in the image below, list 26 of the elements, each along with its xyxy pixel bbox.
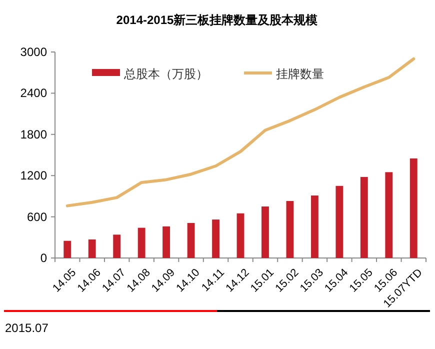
legend-label: 挂牌数量 bbox=[276, 67, 324, 81]
bar bbox=[262, 206, 269, 258]
bar bbox=[88, 239, 96, 258]
bar bbox=[286, 201, 294, 258]
bar bbox=[138, 228, 146, 258]
y-tick-label: 1200 bbox=[20, 168, 48, 183]
bar bbox=[336, 186, 344, 258]
bar bbox=[310, 196, 318, 258]
y-tick-label: 3000 bbox=[20, 45, 48, 59]
bar bbox=[64, 240, 72, 258]
bar bbox=[162, 226, 170, 258]
text: 2015.07 bbox=[5, 321, 49, 335]
line-series bbox=[66, 57, 416, 208]
y-tick-label: 2400 bbox=[20, 86, 48, 100]
bar bbox=[212, 220, 220, 258]
chart-title: 2014-2015新三板挂牌数量及股本规模 bbox=[116, 13, 318, 27]
bar bbox=[385, 172, 393, 258]
y-tick-label: 0 bbox=[40, 251, 48, 265]
bar bbox=[236, 213, 244, 258]
bar bbox=[360, 176, 368, 258]
legend-label: 总股本（万股） bbox=[123, 67, 208, 81]
bar bbox=[187, 222, 195, 258]
bar bbox=[410, 158, 418, 258]
bar bbox=[113, 234, 121, 258]
y-tick-label: 1800 bbox=[20, 127, 48, 142]
y-tick-label: 600 bbox=[26, 210, 48, 224]
